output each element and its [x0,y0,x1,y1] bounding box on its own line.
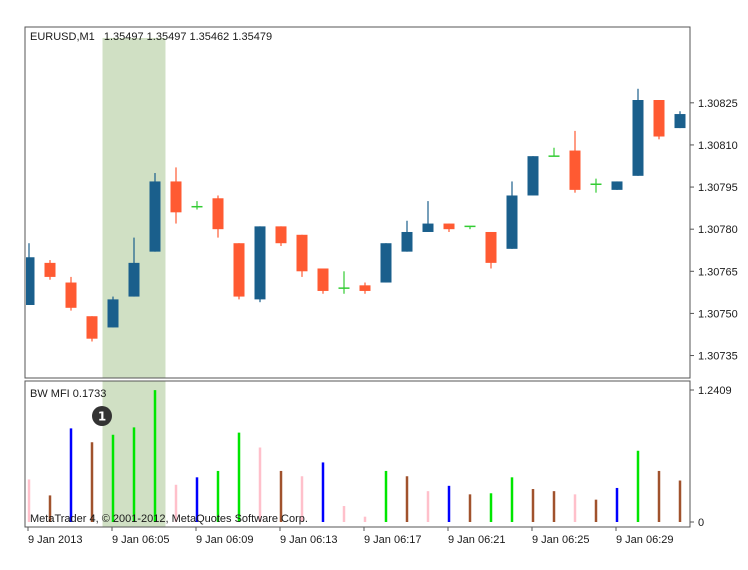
candle [674,111,686,129]
time-tick-label: 9 Jan 06:17 [364,534,422,546]
mfi-tick-label: 0 [698,517,704,529]
price-tick-label: 1.30795 [698,182,738,194]
candle-body [296,234,308,272]
candle [401,220,413,252]
candle-body [170,181,182,213]
time-tick-label: 9 Jan 06:05 [112,534,170,546]
candle [254,226,266,303]
candle [590,178,602,193]
symbol-label: EURUSD,M1 1.35497 1.35497 1.35462 1.3547… [30,31,272,43]
candle-body [611,181,623,190]
mfi-frame [24,380,691,528]
candle [485,231,497,269]
candle-body [422,223,434,232]
candle [569,130,581,193]
candle-body [485,231,497,263]
candle [44,260,56,280]
candle-body [149,181,161,252]
candle-body [254,226,266,300]
candle-body [380,243,392,283]
candle [359,282,371,294]
badge-circle [92,406,112,426]
candle-body [233,243,245,297]
candle-body [506,195,518,249]
candle-body [401,231,413,252]
candle [233,243,245,300]
candle-body [359,285,371,291]
time-tick-label: 9 Jan 06:25 [532,534,590,546]
candle [128,237,140,297]
candle-body [26,257,35,305]
candle-body [443,223,455,230]
candle-body [86,316,98,339]
price-tick-label: 1.30765 [698,266,738,278]
price-tick-label: 1.30780 [698,224,738,236]
candle [170,167,182,224]
price-tick-label: 1.30810 [698,140,738,152]
candle [548,147,560,157]
candle-body [674,114,686,129]
candle [65,276,77,311]
candle [296,234,308,277]
candle-body [653,100,665,137]
candle-body [128,262,140,297]
candle [653,100,665,140]
time-tick-label: 9 Jan 2013 [28,534,82,546]
candle-body [65,282,77,308]
candle [506,181,518,249]
candle [464,225,476,230]
candle [443,223,455,232]
mfi-label: BW MFI 0.1733 [30,388,106,400]
main-chart-frame [24,26,691,379]
candle [422,201,434,232]
candle [611,181,623,190]
candle [527,156,539,196]
badge-number: 1 [98,410,106,424]
price-tick-label: 1.30825 [698,98,738,110]
candle-body [107,299,119,328]
time-tick-label: 9 Jan 06:09 [196,534,254,546]
mfi-tick-label: 1.2409 [698,385,732,397]
price-tick-label: 1.30735 [698,351,738,363]
candle-body [275,226,287,244]
annotation-badge: 1 [92,406,112,426]
time-tick-label: 9 Jan 06:13 [280,534,338,546]
candle [380,243,392,283]
candle [275,226,287,247]
candle [107,296,119,328]
candle [149,173,161,252]
candle-body [44,262,56,277]
time-tick-label: 9 Jan 06:29 [616,534,674,546]
candle [86,316,98,342]
candle [632,88,644,176]
candle-body [632,100,644,176]
candle-body [212,198,224,230]
time-tick-label: 9 Jan 06:21 [448,534,506,546]
candle-body [527,156,539,196]
candle [191,201,203,210]
candle [26,243,35,305]
candle [212,195,224,238]
copyright-text: MetaTrader 4, © 2001-2012, MetaQuotes So… [30,513,308,525]
candle [317,268,329,294]
price-tick-label: 1.30750 [698,308,738,320]
candle [338,271,350,294]
candle-body [317,268,329,291]
candle-body [569,150,581,190]
